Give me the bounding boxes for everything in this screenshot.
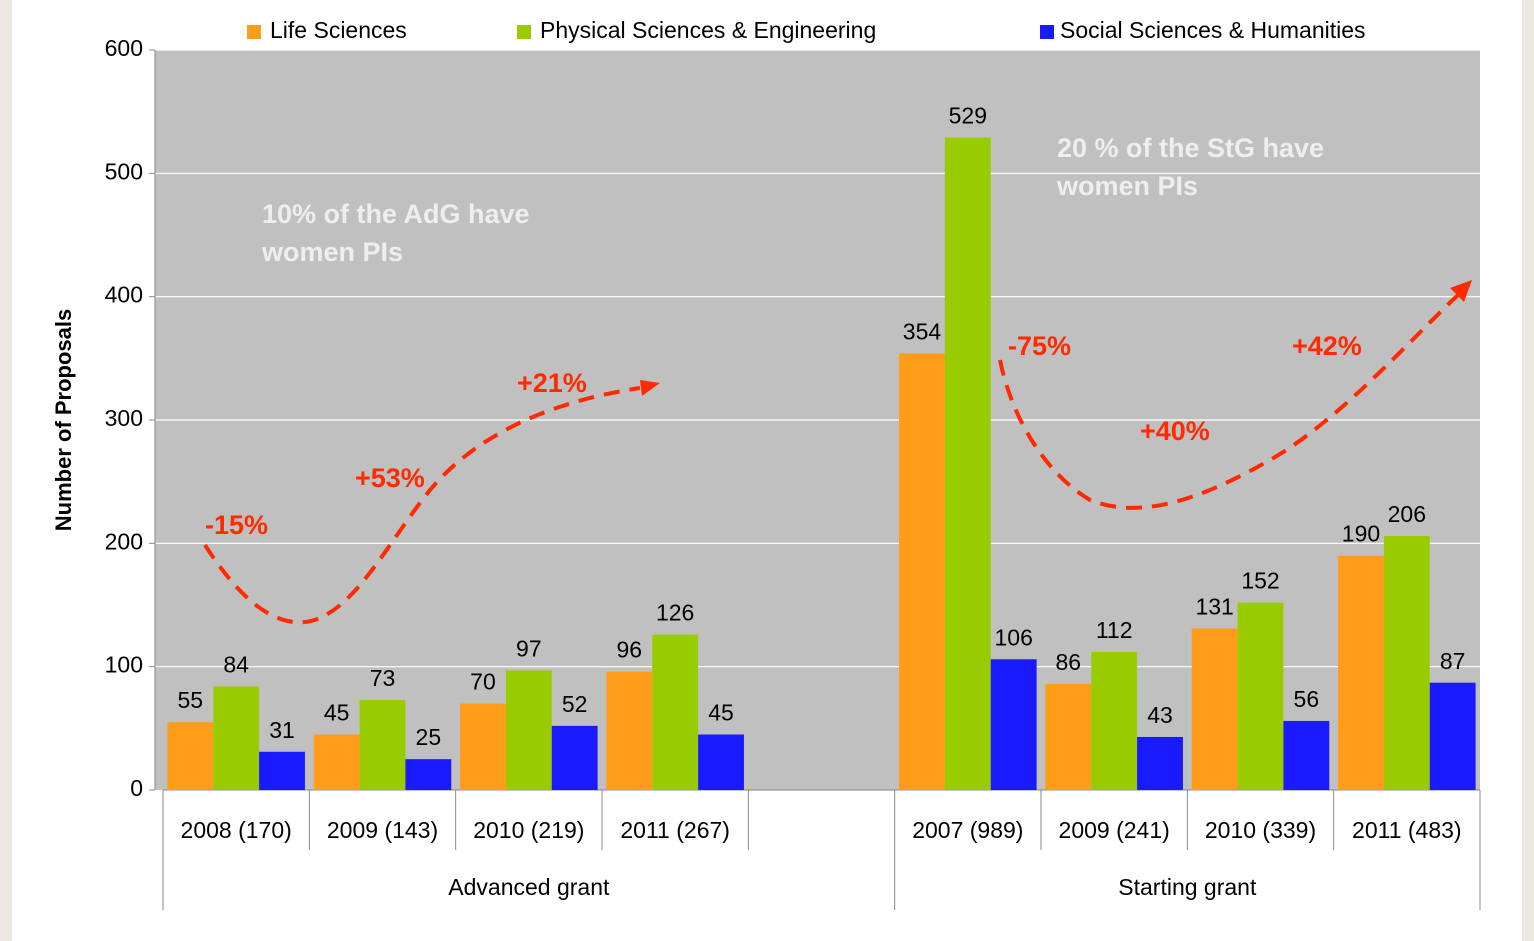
annotation: women PIs [261,237,403,267]
y-axis-label: Number of Proposals [51,309,76,531]
bar [1338,555,1384,790]
y-tick-label: 0 [130,775,143,801]
data-label: 126 [656,600,694,626]
arrow-head [1450,280,1472,302]
change-label: -75% [1008,331,1071,361]
x-tick-label: 2011 (267) [620,817,730,843]
grid [155,49,1480,668]
data-label: 86 [1056,649,1082,675]
legend-label: Physical Sciences & Engineering [540,17,876,43]
y-tick-label: 500 [105,158,143,184]
bar [1283,720,1330,790]
x-tick-label: 2008 (170) [181,817,292,843]
legend-swatch [1040,25,1054,39]
data-label: 31 [269,717,295,743]
data-label: 152 [1241,568,1279,594]
annotation: 10% of the AdG have [262,199,530,229]
data-label: 25 [416,724,442,750]
bar [652,634,699,790]
data-label: 52 [562,691,588,717]
data-label: 529 [949,103,987,129]
bar [505,670,552,790]
bar [259,751,305,790]
data-label: 56 [1294,686,1320,712]
x-tick-label: 2010 (219) [473,817,584,843]
bar [1237,602,1284,790]
bar [1191,628,1238,790]
annotation: women PIs [1056,171,1198,201]
bar [1383,535,1430,790]
annotation: 20 % of the StG have [1057,133,1324,163]
bar [990,659,1037,790]
bar [167,722,214,790]
group-label: Advanced grant [448,874,610,900]
x-tick-label: 2007 (989) [912,817,1023,843]
data-label: 106 [994,624,1032,650]
data-label: 112 [1096,617,1133,643]
data-label: 96 [617,637,643,663]
y-tick-label: 400 [105,282,143,308]
bar [405,759,452,790]
x-tick-label: 2010 (339) [1205,817,1316,843]
bar [698,734,744,790]
data-label: 190 [1342,521,1380,547]
bar [551,725,598,790]
data-label: 97 [516,635,542,661]
bar [1045,683,1092,790]
bar [1137,736,1183,790]
x-tick-label: 2009 (143) [327,817,438,843]
x-tick-label: 2009 (241) [1059,817,1170,843]
data-label: 55 [178,687,204,713]
legend-swatch [517,25,531,39]
bar [944,137,991,791]
change-label: -15% [205,510,268,540]
data-label: 131 [1195,594,1233,620]
y-tick-label: 100 [105,652,143,678]
bar [899,353,945,790]
change-label: +42% [1292,331,1362,361]
change-label: +21% [517,368,587,398]
bar [1429,682,1476,790]
bar [313,734,360,790]
legend-label: Life Sciences [270,17,407,43]
data-label: 45 [324,700,350,726]
group-label: Starting grant [1118,874,1257,900]
bar [359,699,406,790]
x-tick-label: 2011 (483) [1352,817,1462,843]
data-label: 87 [1440,648,1466,674]
bar [606,671,653,790]
data-label: 84 [223,651,249,677]
legend-label: Social Sciences & Humanities [1060,17,1366,43]
data-label: 43 [1147,702,1173,728]
bar [460,703,506,790]
change-label: +53% [355,463,425,493]
data-label: 70 [470,669,496,695]
arrow-head [640,380,660,396]
y-tick-label: 200 [105,528,143,554]
trend-curve [998,293,1460,510]
bar [213,686,260,790]
legend-swatch [247,25,261,39]
data-label: 206 [1388,501,1426,527]
data-label: 354 [903,318,942,344]
y-tick-label: 300 [105,405,143,431]
y-tick-label: 600 [105,35,143,61]
trend-curve [203,386,641,625]
data-label: 73 [370,665,396,691]
change-label: +40% [1140,416,1210,446]
data-label: 45 [708,700,734,726]
bar [1091,651,1138,790]
